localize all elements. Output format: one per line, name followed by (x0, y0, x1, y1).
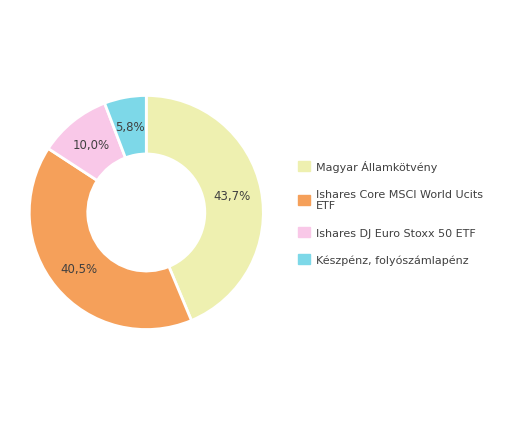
Text: 10,0%: 10,0% (73, 138, 110, 151)
Text: 5,8%: 5,8% (115, 121, 145, 133)
Text: 43,7%: 43,7% (214, 189, 251, 202)
Wedge shape (105, 96, 146, 158)
Text: 40,5%: 40,5% (60, 262, 97, 276)
Wedge shape (48, 104, 126, 181)
Legend: Magyar Államkötvény, Ishares Core MSCI World Ucits
ETF, Ishares DJ Euro Stoxx 50: Magyar Államkötvény, Ishares Core MSCI W… (293, 155, 489, 271)
Wedge shape (146, 96, 263, 321)
Wedge shape (29, 149, 192, 330)
